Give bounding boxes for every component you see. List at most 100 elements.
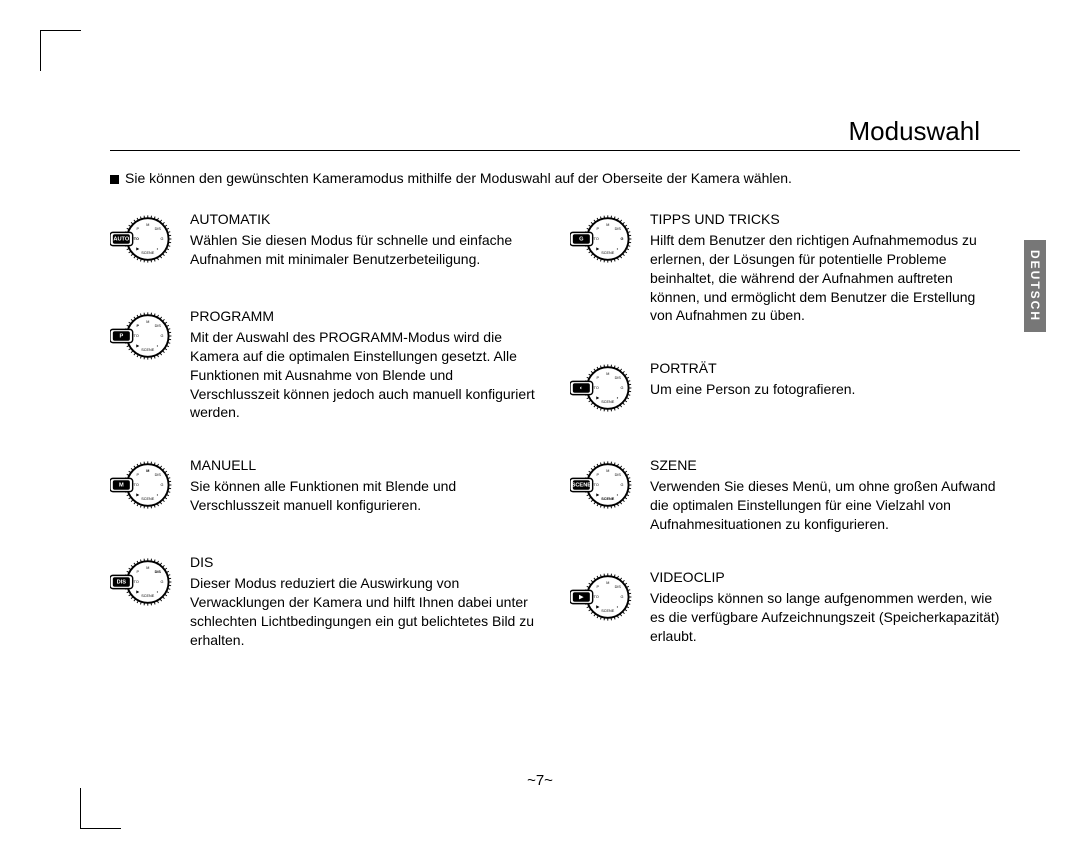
svg-text:SCENE: SCENE bbox=[141, 348, 154, 352]
mode-text: PROGRAMM Mit der Auswahl des PROGRAMM-Mod… bbox=[190, 307, 540, 422]
column-left: AUTOPMDISG◐SCENE▶AUTOAUTOMATIKWählen Sie… bbox=[110, 210, 540, 684]
mode-item: AUTOPMDISG◐SCENE▶▶VIDEOCLIPVideoclips kö… bbox=[570, 568, 1000, 646]
svg-text:◐: ◐ bbox=[617, 396, 619, 400]
mode-dial-icon: AUTOPMDISG◐SCENE▶P bbox=[110, 307, 178, 422]
mode-columns: AUTOPMDISG◐SCENE▶AUTOAUTOMATIKWählen Sie… bbox=[110, 210, 1000, 684]
mode-body: Wählen Sie diesen Modus für schnelle und… bbox=[190, 231, 540, 269]
mode-item: AUTOPMDISG◐SCENE▶SCENESZENEVerwenden Sie… bbox=[570, 456, 1000, 534]
crop-mark-bl bbox=[80, 788, 121, 829]
svg-text:G: G bbox=[620, 386, 623, 390]
mode-dial-icon: AUTOPMDISG◐SCENE▶G bbox=[570, 210, 638, 325]
svg-text:DIS: DIS bbox=[155, 324, 162, 328]
page-number: ~7~ bbox=[0, 772, 1080, 789]
svg-text:◐: ◐ bbox=[157, 590, 159, 594]
mode-body: Verwenden Sie dieses Menü, um ohne große… bbox=[650, 477, 1000, 534]
svg-text:◐: ◐ bbox=[617, 493, 619, 497]
intro-text: Sie können den gewünschten Kameramodus m… bbox=[110, 170, 1000, 186]
mode-title: MANUELL bbox=[190, 456, 540, 475]
mode-text: MANUELL Sie können alle Funktionen mit Bl… bbox=[190, 456, 540, 519]
svg-text:SCENE: SCENE bbox=[601, 609, 614, 613]
svg-text:SCENE: SCENE bbox=[572, 483, 592, 489]
svg-text:M: M bbox=[606, 469, 609, 473]
svg-text:SCENE: SCENE bbox=[141, 498, 154, 502]
svg-text:M: M bbox=[146, 469, 149, 473]
mode-title: PROGRAMM bbox=[190, 307, 540, 326]
svg-text:◐: ◐ bbox=[617, 605, 619, 609]
intro-body: Sie können den gewünschten Kameramodus m… bbox=[125, 170, 792, 186]
svg-text:G: G bbox=[160, 483, 163, 487]
svg-text:G: G bbox=[160, 237, 163, 241]
column-right: AUTOPMDISG◐SCENE▶GTIPPS UND TRICKSHilft … bbox=[570, 210, 1000, 684]
svg-text:◐: ◐ bbox=[617, 247, 619, 251]
bullet-square-icon bbox=[110, 175, 119, 184]
svg-text:G: G bbox=[620, 237, 623, 241]
mode-item: AUTOPMDISG◐SCENE▶GTIPPS UND TRICKSHilft … bbox=[570, 210, 1000, 325]
svg-text:DIS: DIS bbox=[117, 580, 127, 586]
svg-text:DIS: DIS bbox=[615, 585, 622, 589]
svg-text:DIS: DIS bbox=[615, 227, 622, 231]
mode-text: VIDEOCLIP Videoclips können so lange aufg… bbox=[650, 568, 1000, 646]
mode-text: AUTOMATIK Wählen Sie diesen Modus für sch… bbox=[190, 210, 540, 273]
svg-text:DIS: DIS bbox=[155, 473, 162, 477]
mode-body: Sie können alle Funktionen mit Blende un… bbox=[190, 477, 540, 515]
svg-text:SCENE: SCENE bbox=[601, 401, 614, 405]
mode-dial-icon: AUTOPMDISG◐SCENE▶▶ bbox=[570, 568, 638, 646]
svg-text:◐: ◐ bbox=[157, 344, 159, 348]
page-title: Moduswahl bbox=[848, 116, 980, 147]
mode-body: Mit der Auswahl des PROGRAMM-Modus wird … bbox=[190, 328, 540, 422]
mode-item: AUTOPMDISG◐SCENE▶PPROGRAMMMit der Auswah… bbox=[110, 307, 540, 422]
svg-text:▶: ▶ bbox=[578, 593, 584, 600]
mode-item: AUTOPMDISG◐SCENE▶AUTOAUTOMATIKWählen Sie… bbox=[110, 210, 540, 273]
mode-body: Dieser Modus reduziert die Auswirkung vo… bbox=[190, 574, 540, 650]
mode-dial-icon: AUTOPMDISG◐SCENE▶SCENE bbox=[570, 456, 638, 534]
svg-text:M: M bbox=[606, 372, 609, 376]
mode-title: TIPPS UND TRICKS bbox=[650, 210, 1000, 229]
svg-text:SCENE: SCENE bbox=[141, 251, 154, 255]
svg-text:M: M bbox=[146, 223, 149, 227]
svg-text:G: G bbox=[620, 483, 623, 487]
svg-text:SCENE: SCENE bbox=[601, 251, 614, 255]
mode-text: PORTRÄT Um eine Person zu fotografieren. bbox=[650, 359, 1000, 422]
mode-dial-icon: AUTOPMDISG◐SCENE▶◐ bbox=[570, 359, 638, 422]
mode-item: AUTOPMDISG◐SCENE▶◐PORTRÄTUm eine Person … bbox=[570, 359, 1000, 422]
mode-body: Hilft dem Benutzer den richtigen Aufnahm… bbox=[650, 231, 1000, 325]
mode-item: AUTOPMDISG◐SCENE▶DISDISDieser Modus redu… bbox=[110, 553, 540, 649]
mode-title: PORTRÄT bbox=[650, 359, 1000, 378]
svg-text:DIS: DIS bbox=[155, 227, 162, 231]
svg-text:M: M bbox=[146, 320, 149, 324]
mode-title: VIDEOCLIP bbox=[650, 568, 1000, 587]
mode-item: AUTOPMDISG◐SCENE▶MMANUELLSie können alle… bbox=[110, 456, 540, 519]
mode-title: AUTOMATIK bbox=[190, 210, 540, 229]
svg-text:M: M bbox=[606, 223, 609, 227]
svg-text:G: G bbox=[160, 334, 163, 338]
mode-title: SZENE bbox=[650, 456, 1000, 475]
language-tab: DEUTSCH bbox=[1024, 240, 1046, 332]
mode-body: Videoclips können so lange aufgenommen w… bbox=[650, 589, 1000, 646]
crop-mark-tl bbox=[40, 30, 81, 71]
svg-text:P: P bbox=[119, 334, 123, 340]
mode-dial-icon: AUTOPMDISG◐SCENE▶DIS bbox=[110, 553, 178, 649]
svg-text:M: M bbox=[146, 566, 149, 570]
svg-text:DIS: DIS bbox=[155, 570, 162, 574]
mode-text: DIS Dieser Modus reduziert die Auswirkung… bbox=[190, 553, 540, 649]
svg-text:G: G bbox=[620, 595, 623, 599]
svg-text:G: G bbox=[160, 580, 163, 584]
svg-text:M: M bbox=[606, 581, 609, 585]
mode-dial-icon: AUTOPMDISG◐SCENE▶AUTO bbox=[110, 210, 178, 273]
mode-dial-icon: AUTOPMDISG◐SCENE▶M bbox=[110, 456, 178, 519]
svg-text:DIS: DIS bbox=[615, 376, 622, 380]
svg-text:M: M bbox=[119, 483, 124, 489]
svg-text:◐: ◐ bbox=[157, 493, 159, 497]
svg-text:◐: ◐ bbox=[157, 247, 159, 251]
svg-text:SCENE: SCENE bbox=[601, 498, 614, 502]
mode-text: TIPPS UND TRICKS Hilft dem Benutzer den r… bbox=[650, 210, 1000, 325]
mode-text: SZENE Verwenden Sie dieses Menü, um ohne … bbox=[650, 456, 1000, 534]
mode-title: DIS bbox=[190, 553, 540, 572]
svg-text:◐: ◐ bbox=[580, 386, 584, 392]
svg-text:AUTO: AUTO bbox=[113, 237, 130, 243]
svg-text:G: G bbox=[579, 237, 584, 243]
svg-text:DIS: DIS bbox=[615, 473, 622, 477]
title-rule bbox=[110, 150, 1020, 151]
mode-body: Um eine Person zu fotografieren. bbox=[650, 380, 1000, 399]
svg-text:SCENE: SCENE bbox=[141, 595, 154, 599]
